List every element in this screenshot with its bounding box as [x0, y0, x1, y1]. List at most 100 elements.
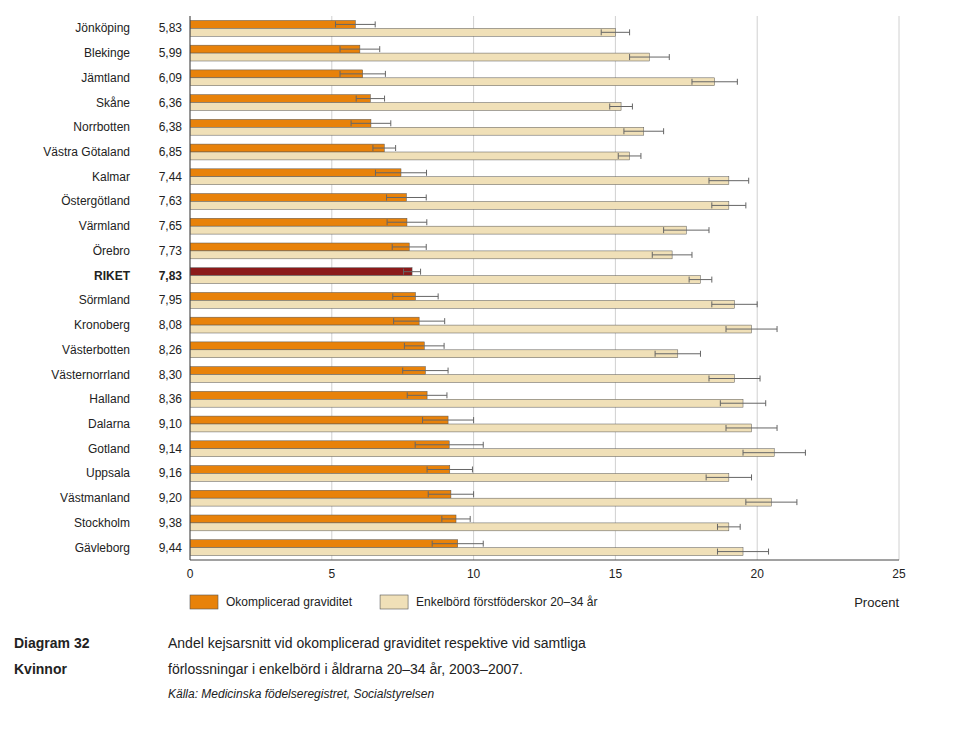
- grid-line: [757, 16, 758, 560]
- error-cap: [737, 79, 738, 85]
- error-cap: [777, 425, 778, 431]
- error-cap: [609, 104, 610, 110]
- error-line: [427, 469, 472, 470]
- error-line: [442, 518, 470, 519]
- error-cap: [472, 466, 473, 472]
- annotation: Andel kejsarsnitt vid okomplicerad gravi…: [168, 635, 586, 651]
- error-line: [340, 49, 380, 50]
- error-bar: [404, 343, 444, 349]
- error-line: [356, 98, 384, 99]
- error-bar: [717, 524, 740, 530]
- tick-label: 10: [467, 567, 481, 581]
- category-label: Jönköping: [75, 21, 130, 35]
- error-line: [717, 526, 740, 527]
- bar: [190, 127, 644, 135]
- error-cap: [748, 178, 749, 184]
- error-bar: [387, 194, 427, 200]
- data-label: 6,09: [159, 71, 183, 85]
- title: Diagram 32: [14, 635, 90, 651]
- category-label: Västerbotten: [62, 343, 130, 357]
- error-bar: [610, 104, 633, 110]
- error-line: [726, 427, 777, 428]
- bar: [190, 103, 621, 111]
- error-line: [692, 81, 737, 82]
- error-line: [423, 420, 474, 421]
- error-bar: [689, 277, 712, 283]
- error-cap: [623, 128, 624, 134]
- error-cap: [745, 499, 746, 505]
- error-bar: [442, 516, 470, 522]
- bar: [190, 177, 729, 185]
- bar: [190, 466, 450, 474]
- error-bar: [630, 54, 670, 60]
- bar: [190, 276, 700, 284]
- data-label: 8,36: [159, 392, 183, 406]
- bar: [190, 194, 406, 202]
- data-label: 6,36: [159, 96, 183, 110]
- bar: [190, 243, 409, 251]
- data-label: 5,83: [159, 21, 183, 35]
- error-line: [746, 502, 797, 503]
- error-cap: [745, 202, 746, 208]
- error-cap: [663, 227, 664, 233]
- error-cap: [669, 54, 670, 60]
- bar: [190, 292, 415, 300]
- bar: [190, 473, 729, 481]
- error-cap: [448, 368, 449, 374]
- bar: [190, 78, 715, 86]
- category-label: Värmland: [79, 219, 130, 233]
- bar: [190, 226, 686, 234]
- error-cap: [760, 376, 761, 382]
- error-cap: [340, 46, 341, 52]
- data-label: 5,99: [159, 46, 183, 60]
- error-cap: [470, 516, 471, 522]
- error-cap: [420, 269, 421, 275]
- error-bar: [706, 474, 751, 480]
- error-cap: [335, 21, 336, 27]
- error-cap: [691, 79, 692, 85]
- error-cap: [706, 474, 707, 480]
- error-cap: [768, 549, 769, 555]
- bar: [190, 367, 425, 375]
- bar: [190, 70, 363, 78]
- bar: [190, 490, 451, 498]
- category-label: Gotland: [88, 442, 130, 456]
- error-cap: [387, 219, 388, 225]
- bar: [190, 523, 729, 531]
- error-cap: [655, 351, 656, 357]
- error-line: [720, 403, 765, 404]
- error-bar: [726, 326, 777, 332]
- error-cap: [765, 400, 766, 406]
- error-cap: [384, 96, 385, 102]
- error-line: [387, 222, 427, 223]
- grid-line: [190, 16, 191, 560]
- bar: [190, 152, 630, 160]
- bars: [190, 20, 805, 555]
- error-cap: [441, 516, 442, 522]
- error-cap: [711, 202, 712, 208]
- bar: [190, 441, 449, 449]
- bar: [190, 342, 424, 350]
- bar: [190, 515, 456, 523]
- bar: [190, 399, 743, 407]
- error-cap: [720, 400, 721, 406]
- error-cap: [432, 541, 433, 547]
- error-cap: [426, 194, 427, 200]
- error-bar: [717, 549, 768, 555]
- category-label: Skåne: [96, 96, 130, 110]
- data-label: 7,73: [159, 244, 183, 258]
- data-label: 7,63: [159, 194, 183, 208]
- error-bar: [601, 29, 629, 35]
- error-line: [618, 155, 641, 156]
- bar: [190, 20, 355, 28]
- error-cap: [711, 301, 712, 307]
- error-line: [373, 148, 396, 149]
- error-line: [351, 123, 391, 124]
- error-cap: [483, 541, 484, 547]
- error-cap: [640, 153, 641, 159]
- legend-swatch: [190, 595, 218, 609]
- error-cap: [444, 343, 445, 349]
- bar: [190, 28, 615, 36]
- error-cap: [438, 293, 439, 299]
- error-cap: [422, 417, 423, 423]
